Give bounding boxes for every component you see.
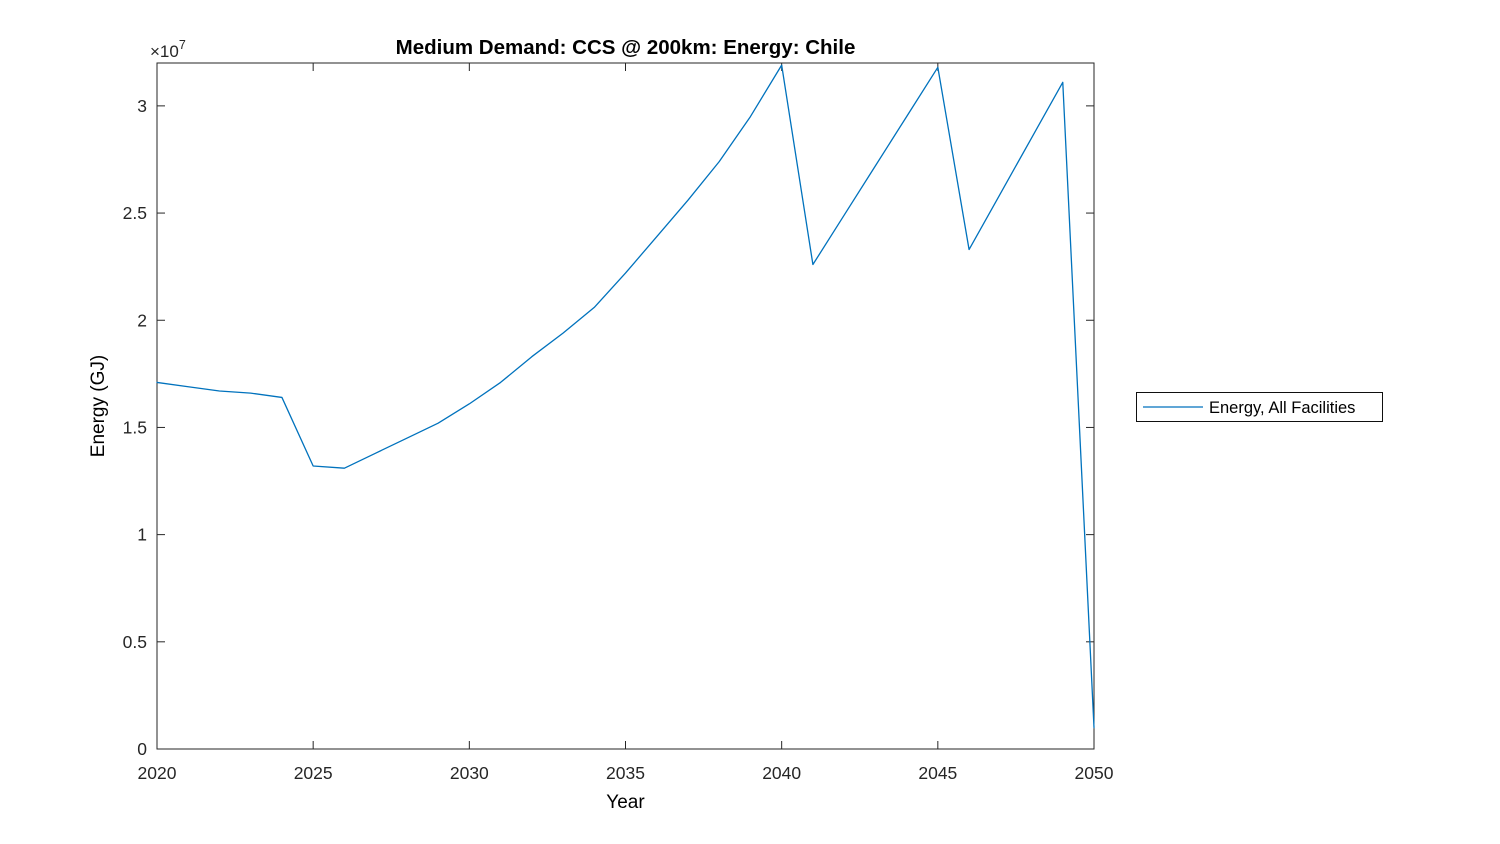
- y-tick-label: 0: [137, 739, 147, 759]
- x-tick-label: 2050: [1075, 763, 1114, 783]
- y-tick-label: 2.5: [123, 203, 147, 223]
- chart-title: Medium Demand: CCS @ 200km: Energy: Chil…: [396, 36, 856, 59]
- x-axis-label: Year: [606, 792, 645, 813]
- y-axis-tick-labels: 0 0.5 1 1.5 2 2.5 3: [123, 96, 148, 759]
- plot-box: [156, 62, 1095, 750]
- legend-entry-label: Energy, All Facilities: [1209, 399, 1355, 417]
- offset-base-text: ×10: [150, 42, 179, 61]
- y-axis-ticks: [157, 105, 1094, 750]
- y-tick-label: 2: [137, 310, 147, 330]
- x-tick-label: 2030: [450, 763, 489, 783]
- x-tick-label: 2040: [762, 763, 801, 783]
- y-axis-offset-label: ×107: [150, 38, 186, 61]
- x-tick-label: 2035: [606, 763, 645, 783]
- y-axis-label: Energy (GJ): [88, 355, 109, 457]
- x-axis-ticks: [156, 63, 1095, 749]
- y-tick-label: 0.5: [123, 632, 147, 652]
- x-axis-tick-labels: 2020 2025 2030 2035 2040 2045 2050: [138, 763, 1114, 783]
- y-tick-label: 3: [137, 96, 147, 116]
- legend: Energy, All Facilities: [1136, 392, 1383, 422]
- x-tick-label: 2045: [918, 763, 957, 783]
- y-tick-label: 1.5: [123, 417, 147, 437]
- x-tick-label: 2020: [138, 763, 177, 783]
- offset-exponent-text: 7: [179, 38, 186, 52]
- energy-series-line: [156, 64, 1095, 729]
- x-tick-label: 2025: [294, 763, 333, 783]
- y-tick-label: 1: [137, 525, 147, 545]
